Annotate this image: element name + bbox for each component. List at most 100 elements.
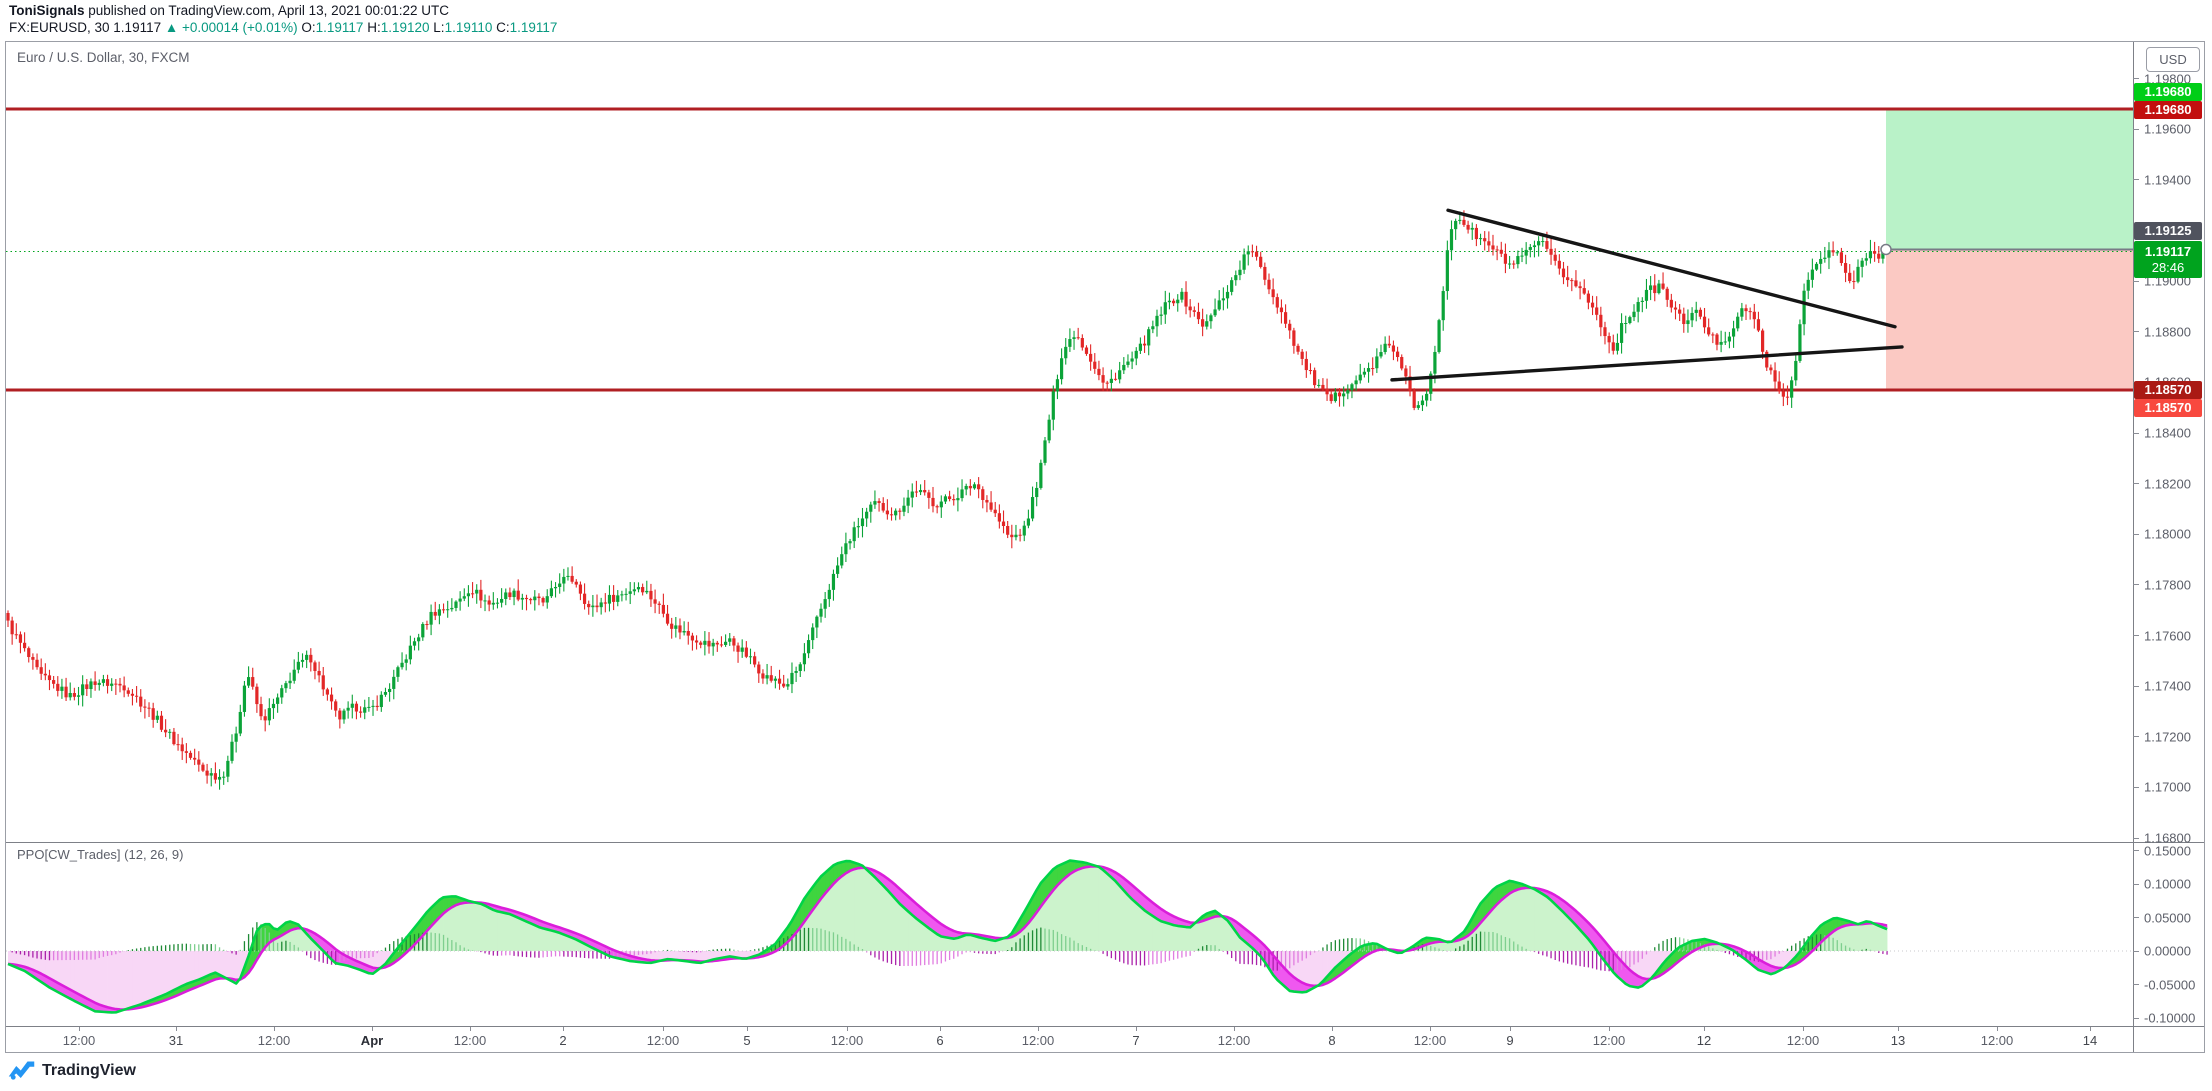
price-chart-pane[interactable]	[6, 42, 2133, 842]
ppo-signal-fill	[804, 892, 809, 922]
candle-body	[39, 667, 43, 674]
candle-body	[383, 692, 388, 695]
price-tick-label: 1.17400	[2144, 678, 2191, 694]
candle-body	[728, 638, 732, 642]
candle-body	[151, 708, 155, 720]
candle-body	[724, 641, 728, 645]
time-tick-label: 8	[1328, 1033, 1336, 1048]
candle-body	[1084, 347, 1089, 354]
candle-body	[1495, 249, 1499, 251]
candle-body	[1296, 345, 1300, 352]
candle-body	[259, 704, 263, 717]
candle-body	[757, 664, 761, 674]
high-value: 1.19120	[380, 20, 430, 35]
ppo-area	[663, 951, 668, 961]
ppo-area	[688, 951, 693, 963]
candle-body	[367, 706, 371, 708]
ppo-area	[1853, 922, 1859, 951]
ppo-area	[240, 951, 245, 979]
ppo-area	[655, 951, 660, 962]
candle-body	[1238, 269, 1242, 276]
candle-body	[1852, 281, 1856, 283]
ppo-area	[1210, 910, 1216, 951]
ppo-area	[572, 937, 577, 951]
candle-body	[18, 634, 23, 643]
candle-body	[159, 715, 164, 730]
candle-body	[1192, 310, 1196, 312]
ppo-area	[1546, 896, 1552, 951]
ppo-area	[468, 900, 473, 951]
ppo-line[interactable]	[7, 859, 1888, 1014]
candle-body	[1375, 356, 1379, 369]
candle-body	[130, 693, 135, 696]
candle-body	[1474, 227, 1478, 240]
ppo-area	[1215, 910, 1220, 951]
candle-body	[263, 716, 267, 721]
price-tick-mark	[2133, 533, 2139, 535]
widget-border-right	[2204, 41, 2205, 1053]
ppo-area	[178, 951, 183, 988]
candle-body	[222, 776, 226, 778]
candle-body	[1250, 251, 1254, 253]
ppo-area	[1152, 916, 1158, 951]
ppo-area	[1086, 863, 1092, 951]
ppo-tick-mark	[2133, 883, 2139, 885]
candle-body	[491, 602, 495, 605]
candle-body	[334, 701, 338, 711]
trendline[interactable]	[1390, 345, 1904, 382]
candle-body	[64, 686, 68, 698]
candle-body	[599, 602, 603, 608]
ppo-area	[1542, 894, 1548, 951]
ppo-area	[841, 861, 847, 951]
candle-body	[661, 604, 665, 614]
candle-body	[1006, 525, 1010, 535]
ppo-area	[912, 915, 917, 951]
ppo-signal-line[interactable]	[7, 865, 1888, 1011]
ppo-signal-fill	[1049, 869, 1054, 896]
candle-body	[429, 611, 433, 625]
candle-body	[1313, 370, 1317, 386]
candle-body	[806, 640, 811, 654]
candle-body	[1068, 339, 1072, 347]
loss-zone[interactable]	[1886, 249, 2133, 390]
candle-body	[466, 593, 471, 597]
close-value: 1.19117	[509, 20, 558, 35]
ppo-signal-fill	[1609, 946, 1614, 973]
profit-zone[interactable]	[1886, 108, 2133, 250]
candle-body	[1416, 405, 1420, 408]
time-tick-label: 12:00	[1021, 1033, 1055, 1048]
position-handle[interactable]	[1880, 243, 1892, 256]
price-axis-divider	[2133, 42, 2134, 1052]
currency-usd-button[interactable]: USD	[2146, 47, 2200, 72]
trendline[interactable]	[1446, 208, 1897, 329]
candle-body	[1839, 252, 1844, 264]
candle-body	[1835, 252, 1839, 254]
pane-divider[interactable]	[6, 842, 2204, 843]
candle-body	[578, 584, 583, 594]
candle-body	[284, 683, 288, 689]
tradingview-attribution[interactable]: TradingView	[8, 1057, 136, 1084]
ppo-area	[8, 951, 13, 966]
candle-body	[964, 485, 968, 490]
ppo-area	[1314, 951, 1320, 988]
ppo-indicator-pane[interactable]	[6, 842, 2133, 1026]
candle-body	[1524, 249, 1528, 256]
candle-body	[164, 729, 168, 733]
candle-body	[76, 695, 81, 697]
ppo-area	[933, 931, 938, 951]
ppo-area	[891, 894, 897, 951]
low-value: 1.19110	[444, 20, 493, 35]
candle-body	[300, 659, 305, 662]
candle-body	[616, 595, 620, 602]
candle-body	[1707, 327, 1711, 335]
ppo-signal-fill	[422, 912, 428, 936]
candle-body	[450, 607, 454, 610]
candle-body	[1831, 250, 1835, 253]
ppo-area	[472, 901, 478, 951]
ppo-area	[1866, 921, 1871, 951]
ppo-area	[1870, 922, 1875, 951]
candle-body	[1561, 268, 1566, 278]
ppo-signal-fill	[1617, 956, 1622, 981]
price-tick-mark	[2133, 837, 2139, 839]
candle-body	[1537, 241, 1541, 246]
